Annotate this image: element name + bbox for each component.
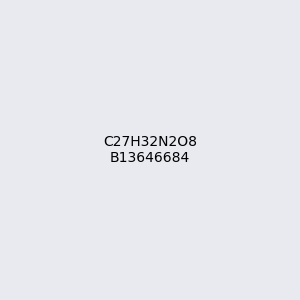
Text: C27H32N2O8
B13646684: C27H32N2O8 B13646684 (103, 135, 197, 165)
